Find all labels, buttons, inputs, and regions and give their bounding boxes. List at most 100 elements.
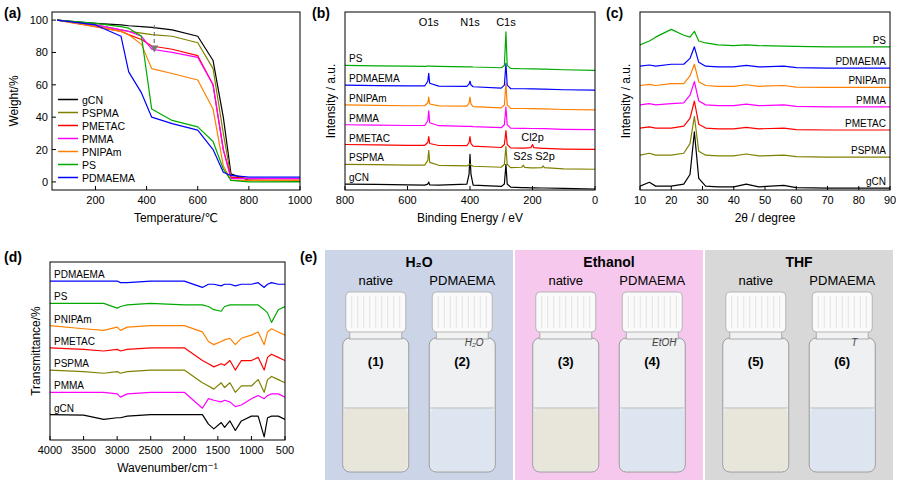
panel: (d)4000350030002500200015001000500Wavenu… xyxy=(4,249,294,475)
cap-rib xyxy=(399,296,400,328)
x-tick-label: 800 xyxy=(336,194,354,206)
vial-label: native xyxy=(358,273,393,288)
series-label: PS xyxy=(349,53,363,64)
cap-rib xyxy=(731,296,732,328)
x-tick-label: 1000 xyxy=(288,194,312,206)
cap-rib xyxy=(779,296,780,328)
y-tick-label: 0 xyxy=(42,176,48,188)
vial-number: (5) xyxy=(748,354,764,369)
cap-rib xyxy=(664,296,665,328)
x-tick-label: 4000 xyxy=(38,444,62,456)
cap-rib xyxy=(450,296,451,328)
legend-label: PDMAEMA xyxy=(82,172,135,184)
meniscus xyxy=(810,408,874,409)
x-tick-label: 50 xyxy=(759,194,771,206)
cap-rib xyxy=(565,296,566,328)
panel-letter: (a) xyxy=(4,5,21,21)
cap-rib xyxy=(480,296,481,328)
x-tick-label: 80 xyxy=(853,194,865,206)
vial-handwriting: T xyxy=(851,337,858,348)
vial-handwriting: H₂O xyxy=(465,337,484,348)
x-tick-label: 1000 xyxy=(239,444,263,456)
x-tick-label: 70 xyxy=(821,194,833,206)
legend-label: gCN xyxy=(82,94,103,106)
x-tick-label: 2500 xyxy=(138,444,162,456)
cap-rib xyxy=(571,296,572,328)
legend-swatch xyxy=(58,112,78,114)
y-tick xyxy=(52,117,56,118)
series-line xyxy=(345,131,595,150)
y-tick xyxy=(52,52,56,53)
cap-rib xyxy=(767,296,768,328)
cap-rib xyxy=(848,296,849,328)
x-tick-label: 90 xyxy=(884,194,896,206)
x-tick xyxy=(95,186,96,190)
legend-swatch xyxy=(58,164,78,166)
legend-swatch xyxy=(58,177,78,179)
cap-rib xyxy=(860,296,861,328)
series-line xyxy=(345,83,595,110)
series-label: PMETAC xyxy=(54,336,95,347)
vial-label: PDMAEMA xyxy=(809,273,875,288)
x-axis-title: Wavenumber/cm⁻¹ xyxy=(117,461,218,475)
cap-rib xyxy=(743,296,744,328)
vial-cap xyxy=(536,292,596,332)
cap-rib xyxy=(357,296,358,328)
panel: (a)2004006008001000020406080100Temperatu… xyxy=(4,5,312,225)
x-tick-label: 60 xyxy=(790,194,802,206)
series-label: PSPMA xyxy=(54,358,89,369)
cap-rib xyxy=(842,296,843,328)
panel-letter: (b) xyxy=(312,5,330,21)
legend-label: PS xyxy=(82,159,96,171)
series-line xyxy=(57,20,300,177)
plot-frame xyxy=(640,12,890,190)
series-label: PS xyxy=(873,35,887,46)
legend-label: PSPMA xyxy=(82,107,119,119)
vial-glass xyxy=(809,338,875,472)
series-line xyxy=(50,348,285,370)
x-tick xyxy=(197,186,198,190)
x-tick-label: 0 xyxy=(592,194,598,206)
vial-liquid xyxy=(344,408,408,471)
vial-label: PDMAEMA xyxy=(619,273,685,288)
series-line xyxy=(345,107,595,130)
series-line xyxy=(345,32,595,71)
x-tick xyxy=(407,186,408,190)
x-tick-label: 400 xyxy=(461,194,479,206)
series-line xyxy=(640,132,890,188)
panel-letter: (e) xyxy=(300,249,317,265)
cap-rib xyxy=(438,296,439,328)
peak-label: S2s S2p xyxy=(513,150,555,162)
vial-number: (6) xyxy=(834,354,850,369)
y-tick xyxy=(52,149,56,150)
cap-rib xyxy=(468,296,469,328)
cap-rib xyxy=(541,296,542,328)
x-tick xyxy=(217,436,218,440)
series-line xyxy=(50,415,285,437)
y-tick-label: 60 xyxy=(36,79,48,91)
cap-rib xyxy=(351,296,352,328)
x-tick xyxy=(117,436,118,440)
vial-number: (4) xyxy=(644,354,660,369)
cap-rib xyxy=(381,296,382,328)
plot-frame xyxy=(50,262,285,440)
cap-rib xyxy=(559,296,560,328)
x-tick-label: 3000 xyxy=(105,444,129,456)
photo-background xyxy=(705,250,893,480)
series-label: PDMAEMA xyxy=(54,269,105,280)
y-tick xyxy=(52,20,56,21)
peak-label: N1s xyxy=(460,16,480,28)
figure: (a)2004006008001000020406080100Temperatu… xyxy=(0,0,904,484)
x-tick-label: 30 xyxy=(696,194,708,206)
cap-rib xyxy=(773,296,774,328)
vial-glass xyxy=(429,338,495,472)
x-tick xyxy=(470,186,471,190)
meniscus xyxy=(344,408,408,409)
series-line xyxy=(345,63,595,90)
x-tick xyxy=(251,436,252,440)
legend-swatch xyxy=(58,138,78,140)
legend-label: PNIPAm xyxy=(82,146,122,158)
vial-number: (3) xyxy=(558,354,574,369)
plot-area xyxy=(345,32,595,189)
panel-letter: (c) xyxy=(606,5,623,21)
